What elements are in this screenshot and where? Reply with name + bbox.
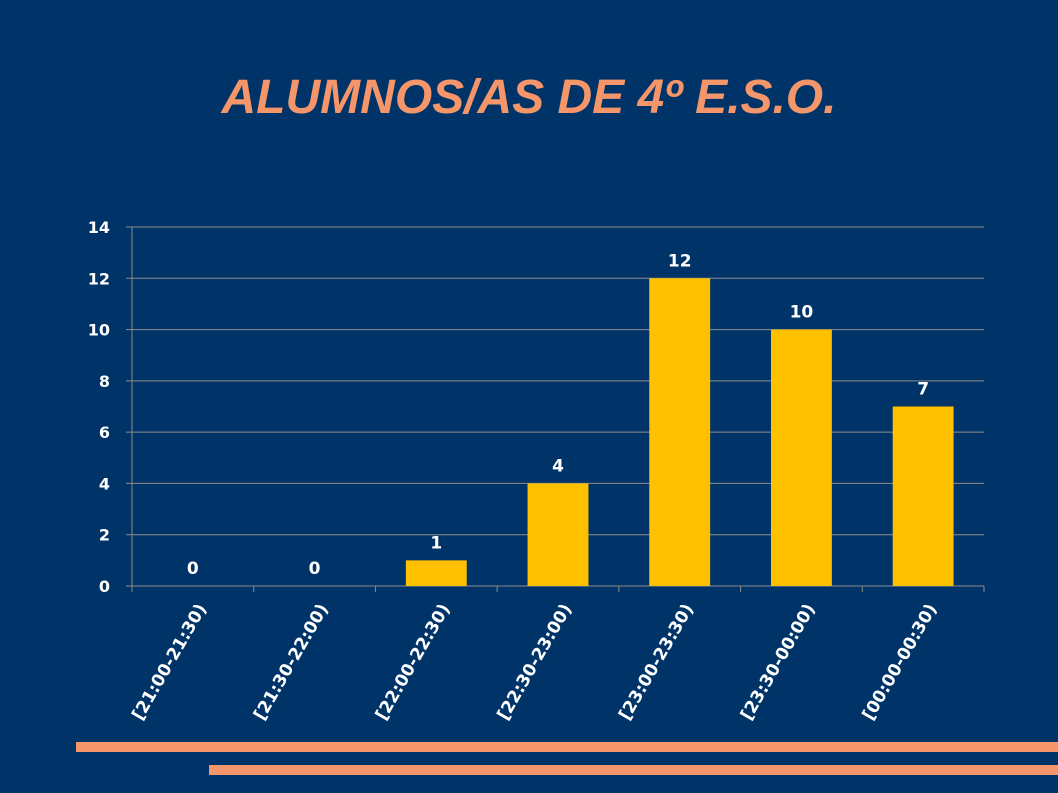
x-tick-label: [22:00-22:30)	[372, 601, 455, 724]
decorative-line-bottom	[209, 765, 1058, 775]
bar	[527, 483, 589, 586]
x-tick-label: [22:30-23:00)	[494, 601, 577, 724]
x-axis-tick-labels: [21:00-21:30) [21:30-22:00) [22:00-22:30) […	[128, 600, 941, 723]
x-tick-label: [23:00-23:30)	[615, 601, 698, 724]
bar	[405, 560, 467, 586]
y-axis-tick-labels: 0 2 4 6 8 10 12 14	[88, 218, 110, 596]
data-label: 0	[309, 559, 321, 579]
data-label: 10	[790, 303, 814, 323]
y-tick-label: 6	[99, 423, 110, 442]
data-label: 4	[552, 456, 564, 476]
y-tick-label: 12	[88, 269, 110, 288]
y-tick-label: 8	[99, 372, 110, 391]
x-tick-label: [21:00-21:30)	[128, 601, 211, 724]
data-label: 1	[430, 533, 442, 553]
bar	[892, 406, 954, 586]
y-tick-label: 0	[99, 577, 110, 596]
decorative-line-top	[76, 742, 1058, 752]
data-label: 7	[917, 380, 929, 400]
x-tick-label: [21:30-22:00)	[250, 601, 333, 724]
bars	[405, 278, 954, 586]
x-tick-label: [00:00-00:30)	[859, 600, 942, 723]
y-tick-label: 2	[99, 526, 110, 545]
bar	[771, 329, 832, 586]
y-tick-label: 14	[88, 218, 110, 237]
slide-title: ALUMNOS/AS DE 4º E.S.O.	[221, 71, 837, 124]
y-tick-label: 4	[99, 474, 110, 493]
bar	[649, 278, 711, 586]
x-tick-label: [23:30-00:00)	[737, 601, 820, 724]
y-tick-label: 10	[88, 321, 110, 340]
data-label: 0	[187, 559, 199, 579]
data-label: 12	[668, 251, 692, 271]
